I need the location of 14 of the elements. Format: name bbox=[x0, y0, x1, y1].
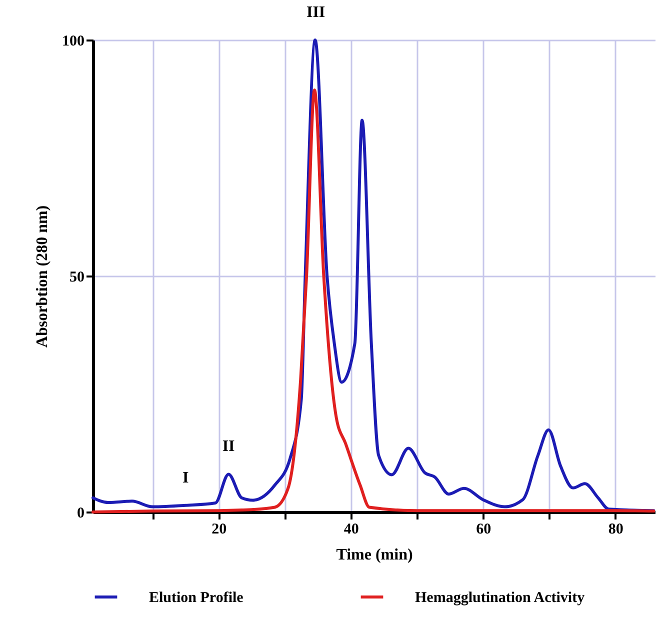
y-tick-label: 50 bbox=[70, 270, 84, 286]
x-tick-label: 60 bbox=[476, 522, 492, 538]
x-tick-label: 80 bbox=[608, 522, 624, 538]
x-axis-title: Time (min) bbox=[336, 546, 413, 564]
legend-label: Elution Profile bbox=[149, 590, 244, 606]
annotation: III bbox=[306, 4, 326, 21]
y-tick-label: 0 bbox=[77, 506, 84, 522]
annotation: II bbox=[222, 438, 235, 456]
y-tick-label: 100 bbox=[62, 34, 84, 50]
annotation: I bbox=[182, 469, 189, 486]
x-tick-label: 40 bbox=[344, 522, 359, 538]
legend-label: Hemagglutination Activity bbox=[415, 590, 586, 606]
y-axis-title: Absorbtion (280 nm) bbox=[34, 205, 51, 348]
x-tick-label: 20 bbox=[212, 522, 227, 538]
